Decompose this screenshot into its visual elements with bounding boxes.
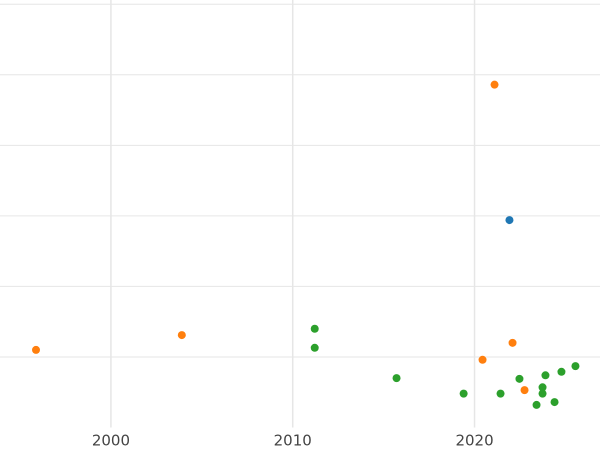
point	[459, 389, 468, 398]
point	[508, 338, 517, 347]
x-tick-label: 2000	[92, 432, 130, 450]
point	[177, 331, 186, 340]
point	[515, 374, 524, 383]
point	[490, 80, 499, 89]
x-tick-label: 2010	[274, 432, 312, 450]
point	[532, 400, 541, 409]
point	[571, 362, 580, 371]
point	[310, 343, 319, 352]
point	[520, 386, 529, 395]
point	[310, 324, 319, 333]
point	[550, 398, 559, 407]
point	[538, 383, 547, 392]
x-tick-label: 2020	[455, 432, 493, 450]
point	[392, 374, 401, 383]
point	[32, 345, 40, 354]
point	[541, 371, 550, 380]
point	[538, 389, 547, 398]
point	[496, 389, 505, 398]
point	[557, 367, 566, 376]
point	[505, 216, 514, 225]
point	[478, 355, 487, 364]
